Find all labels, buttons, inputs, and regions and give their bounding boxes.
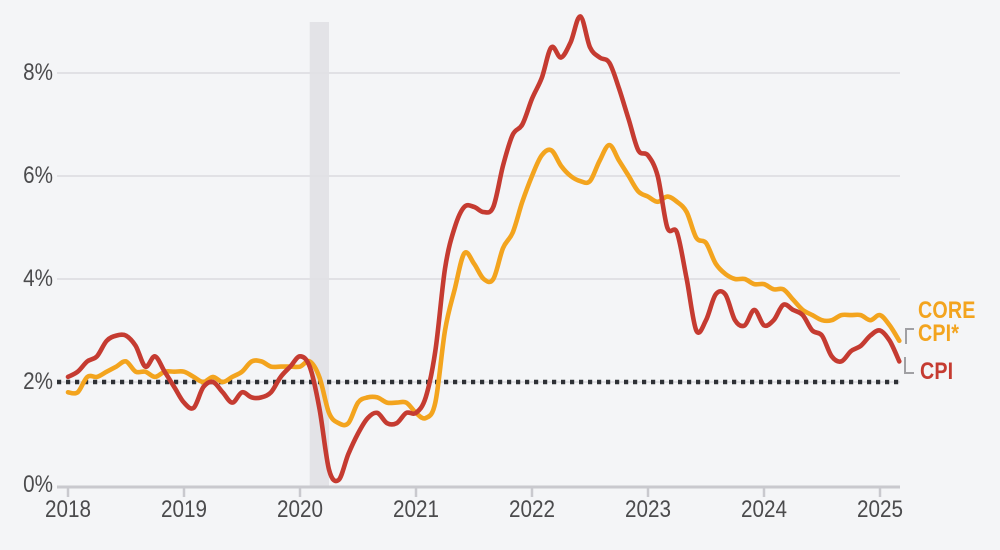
x-axis-label: 2022 [509, 496, 555, 523]
legend-bracket-core-cpi [905, 328, 914, 344]
gridlines [57, 72, 900, 383]
x-axis-label: 2018 [45, 496, 91, 523]
legend-core-cpi: CORE CPI* [918, 297, 976, 347]
x-axis-label: 2023 [625, 496, 671, 523]
cpi-line [65, 14, 902, 484]
y-axis-label: 0% [23, 471, 53, 498]
legend-bracket-cpi [904, 357, 914, 374]
y-axis-label: 4% [23, 265, 53, 292]
y-axis-label: 2% [23, 368, 53, 395]
x-axis-ticks [66, 487, 882, 497]
x-axis-label: 2024 [741, 496, 787, 523]
y-axis-label: 6% [23, 162, 53, 189]
legend-cpi: CPI [920, 358, 954, 385]
legend-core-cpi-line2: CPI* [918, 320, 960, 347]
x-axis-label: 2019 [161, 496, 207, 523]
legend-core-cpi-line1: CORE [918, 297, 976, 324]
core-cpi-line [65, 142, 902, 428]
y-axis-label: 8% [23, 59, 53, 86]
x-axis-label: 2025 [857, 496, 903, 523]
x-axis-label: 2021 [393, 496, 439, 523]
x-axis-label: 2020 [277, 496, 323, 523]
